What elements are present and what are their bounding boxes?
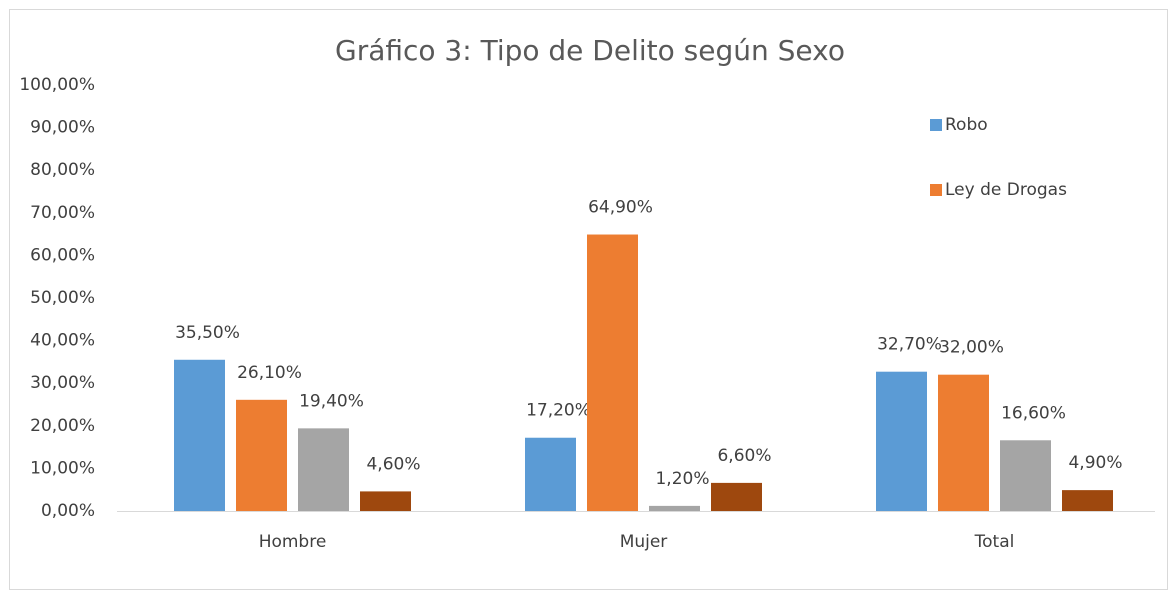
chart-title: Gráfico 3: Tipo de Delito según Sexo xyxy=(335,34,845,67)
x-tick-label: Total xyxy=(974,532,1015,552)
y-tick-label: 40,00% xyxy=(30,331,95,351)
bar xyxy=(525,437,576,511)
data-label: 6,60% xyxy=(717,446,771,466)
bar xyxy=(876,371,927,511)
y-tick-label: 50,00% xyxy=(30,288,95,308)
y-tick-label: 90,00% xyxy=(30,118,95,138)
bar xyxy=(649,505,700,511)
bar xyxy=(236,399,287,511)
legend-swatch xyxy=(930,184,942,196)
data-label: 35,50% xyxy=(175,323,240,343)
data-label: 32,70% xyxy=(877,335,942,355)
data-label: 16,60% xyxy=(1001,403,1066,423)
legend-swatch xyxy=(930,119,942,131)
bar xyxy=(938,374,989,511)
data-label: 1,20% xyxy=(655,469,709,489)
bar xyxy=(174,359,225,511)
y-tick-label: 20,00% xyxy=(30,416,95,436)
y-tick-label: 60,00% xyxy=(30,245,95,265)
data-label: 32,00% xyxy=(939,338,1004,358)
y-tick-label: 10,00% xyxy=(30,458,95,478)
y-tick-label: 80,00% xyxy=(30,160,95,180)
x-tick-label: Hombre xyxy=(259,532,327,552)
y-tick-label: 0,00% xyxy=(41,501,95,521)
legend-label: Robo xyxy=(945,115,988,135)
y-tick-label: 100,00% xyxy=(19,75,95,95)
bar xyxy=(298,428,349,511)
y-tick-label: 70,00% xyxy=(30,203,95,223)
y-tick-label: 30,00% xyxy=(30,373,95,393)
legend-label: Ley de Drogas xyxy=(945,180,1067,200)
bar xyxy=(711,482,762,511)
bar xyxy=(1000,440,1051,511)
data-label: 19,40% xyxy=(299,391,364,411)
data-label: 17,20% xyxy=(526,401,591,421)
data-label: 26,10% xyxy=(237,363,302,383)
data-label: 4,90% xyxy=(1068,453,1122,473)
bar xyxy=(1062,490,1113,511)
x-tick-label: Mujer xyxy=(620,532,668,552)
bar xyxy=(587,234,638,511)
bar xyxy=(360,491,411,511)
data-label: 4,60% xyxy=(366,454,420,474)
data-label: 64,90% xyxy=(588,198,653,218)
